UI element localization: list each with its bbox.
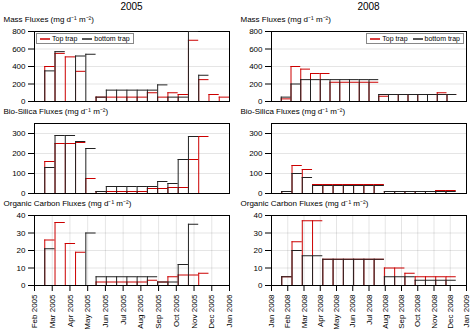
svg-text:Sep 2008: Sep 2008 bbox=[397, 294, 406, 329]
svg-text:Oct 2008: Oct 2008 bbox=[413, 294, 422, 327]
svg-text:200: 200 bbox=[249, 149, 263, 158]
svg-text:Jun 2005: Jun 2005 bbox=[101, 294, 110, 327]
svg-text:Jan 2008: Jan 2008 bbox=[267, 294, 276, 327]
svg-text:Mar 2008: Mar 2008 bbox=[300, 294, 309, 328]
svg-text:30: 30 bbox=[17, 229, 26, 238]
svg-text:Apr 2008: Apr 2008 bbox=[316, 294, 325, 327]
svg-text:Feb 2008: Feb 2008 bbox=[283, 294, 292, 328]
svg-text:Jun 2008: Jun 2008 bbox=[348, 294, 357, 327]
svg-text:200: 200 bbox=[249, 80, 263, 89]
svg-text:May 2008: May 2008 bbox=[332, 294, 341, 329]
html-text:2005: 2005 bbox=[120, 1, 143, 12]
svg-text:0: 0 bbox=[21, 97, 26, 105]
svg-text:200: 200 bbox=[12, 149, 26, 158]
svg-text:May 2005: May 2005 bbox=[83, 294, 92, 329]
svg-text:40: 40 bbox=[17, 211, 26, 220]
svg-text:Nov 2005: Nov 2005 bbox=[190, 294, 199, 329]
svg-text:Bio-Silica Fluxes (mg d⁻¹ m⁻²): Bio-Silica Fluxes (mg d⁻¹ m⁻²) bbox=[4, 107, 109, 116]
svg-text:Apr 2005: Apr 2005 bbox=[66, 294, 75, 327]
svg-text:Oct 2005: Oct 2005 bbox=[172, 294, 181, 327]
svg-text:Mass Fluxes (mg d⁻¹ m⁻²): Mass Fluxes (mg d⁻¹ m⁻²) bbox=[241, 15, 332, 24]
svg-text:Jul 2005: Jul 2005 bbox=[119, 294, 128, 325]
svg-text:100: 100 bbox=[12, 169, 26, 178]
svg-text:20: 20 bbox=[17, 246, 26, 255]
svg-text:0: 0 bbox=[258, 189, 263, 197]
svg-text:0: 0 bbox=[21, 281, 26, 290]
svg-text:10: 10 bbox=[254, 264, 263, 273]
svg-text:0: 0 bbox=[258, 97, 263, 105]
svg-text:Mass Fluxes (mg d⁻¹ m⁻²): Mass Fluxes (mg d⁻¹ m⁻²) bbox=[4, 15, 95, 24]
html-text:bottom trap: bottom trap bbox=[424, 35, 460, 42]
html-text:2008: 2008 bbox=[357, 1, 380, 12]
svg-text:600: 600 bbox=[249, 45, 263, 54]
svg-text:100: 100 bbox=[249, 169, 263, 178]
svg-text:0: 0 bbox=[258, 281, 263, 290]
svg-text:300: 300 bbox=[249, 129, 263, 138]
svg-text:200: 200 bbox=[12, 80, 26, 89]
svg-text:400: 400 bbox=[12, 62, 26, 71]
svg-text:Feb 2005: Feb 2005 bbox=[30, 294, 39, 328]
svg-text:Jan 2009: Jan 2009 bbox=[462, 294, 471, 327]
svg-text:Jan 2006: Jan 2006 bbox=[225, 294, 234, 327]
svg-text:30: 30 bbox=[254, 229, 263, 238]
svg-text:40: 40 bbox=[254, 211, 263, 220]
svg-text:800: 800 bbox=[249, 27, 263, 36]
svg-text:Aug 2008: Aug 2008 bbox=[381, 294, 390, 329]
svg-text:400: 400 bbox=[249, 62, 263, 71]
svg-text:Dec 2005: Dec 2005 bbox=[207, 294, 216, 329]
svg-text:Dec 2008: Dec 2008 bbox=[446, 294, 455, 329]
svg-text:20: 20 bbox=[254, 246, 263, 255]
html-text:bottom trap: bottom trap bbox=[94, 35, 130, 42]
svg-text:Sep 2005: Sep 2005 bbox=[154, 294, 163, 329]
html-text:Top trap: Top trap bbox=[382, 35, 408, 42]
svg-text:Organic Carbon Fluxes (mg d⁻¹: Organic Carbon Fluxes (mg d⁻¹ m⁻²) bbox=[241, 199, 369, 208]
svg-text:Mar 2005: Mar 2005 bbox=[48, 294, 57, 328]
svg-text:600: 600 bbox=[12, 45, 26, 54]
svg-text:10: 10 bbox=[17, 264, 26, 273]
svg-text:300: 300 bbox=[12, 129, 26, 138]
svg-text:Organic Carbon Fluxes (mg d⁻¹: Organic Carbon Fluxes (mg d⁻¹ m⁻²) bbox=[4, 199, 132, 208]
svg-text:Jul 2008: Jul 2008 bbox=[365, 294, 374, 325]
svg-text:Aug 2005: Aug 2005 bbox=[136, 294, 145, 329]
svg-text:800: 800 bbox=[12, 27, 26, 36]
svg-text:Nov 2008: Nov 2008 bbox=[430, 294, 439, 329]
svg-text:0: 0 bbox=[21, 189, 26, 197]
html-text:Top trap: Top trap bbox=[52, 35, 78, 42]
svg-text:Bio-Silica Fluxes (mg d⁻¹ m⁻²): Bio-Silica Fluxes (mg d⁻¹ m⁻²) bbox=[241, 107, 346, 116]
